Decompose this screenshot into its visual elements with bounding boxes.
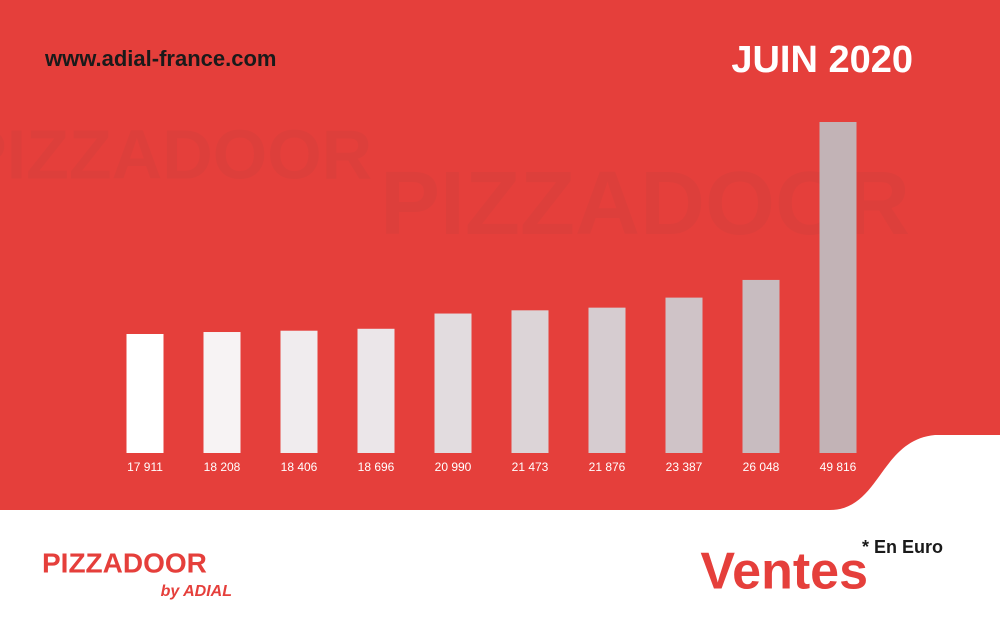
value-label: 26 048 xyxy=(743,460,780,474)
bar xyxy=(665,297,703,453)
value-label: 23 387 xyxy=(666,460,703,474)
value-label: 18 406 xyxy=(281,460,318,474)
bar xyxy=(280,330,318,453)
url: www.adial-france.com xyxy=(44,46,276,71)
bar xyxy=(357,328,395,453)
value-label: 21 876 xyxy=(589,460,626,474)
bar-chart: 17 911 18 208 18 406 18 696 20 990 21 473 21 8… xyxy=(126,122,857,474)
value-label: 20 990 xyxy=(435,460,472,474)
bar xyxy=(511,310,549,453)
brand-logo: PIZZADOOR xyxy=(42,547,207,578)
value-label: 21 473 xyxy=(512,460,549,474)
bar xyxy=(588,307,626,453)
value-label: 18 696 xyxy=(358,460,395,474)
chart-title: Ventes xyxy=(700,543,868,601)
bar xyxy=(126,333,164,453)
footer-panel xyxy=(0,435,1000,625)
unit-note: * En Euro xyxy=(862,537,943,557)
watermark: PIZZADOOR xyxy=(0,115,372,193)
bar xyxy=(742,279,780,453)
bar xyxy=(434,313,472,453)
brand-tagline: by ADIAL xyxy=(161,583,232,600)
value-label: 17 911 xyxy=(127,460,163,474)
bar xyxy=(203,332,241,453)
period: JUIN 2020 xyxy=(731,39,913,81)
bar xyxy=(819,122,857,453)
value-label: 18 208 xyxy=(204,460,241,474)
value-label: 49 816 xyxy=(820,460,857,474)
